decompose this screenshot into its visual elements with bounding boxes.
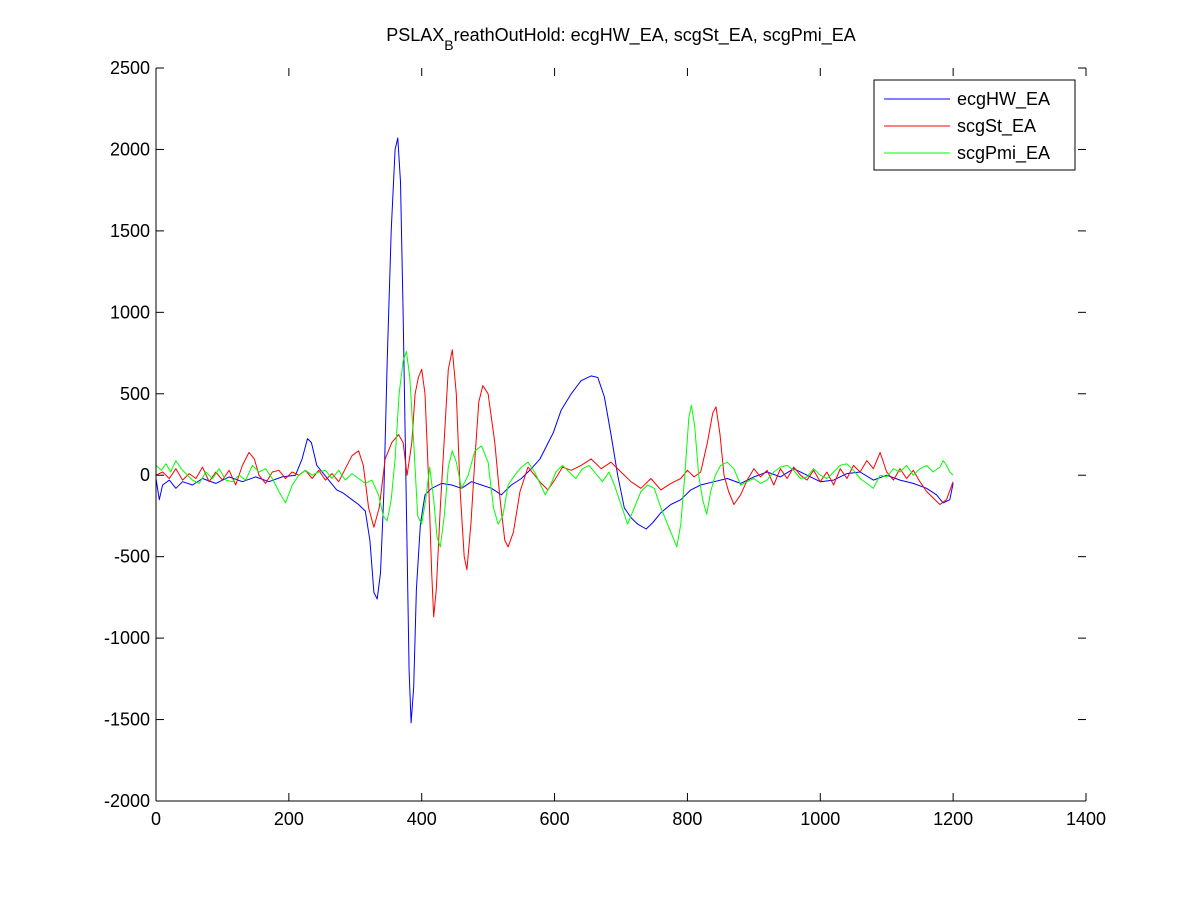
chart-title-suffix: reathOutHold: ecgHW_EA, scgSt_EA, scgPmi… xyxy=(454,25,856,46)
y-tick-label: 500 xyxy=(120,384,150,404)
x-tick-label: 800 xyxy=(672,809,702,829)
chart-title: PSLAXBreathOutHold: ecgHW_EA, scgSt_EA, … xyxy=(386,25,856,53)
series-line-ecgHW_EA xyxy=(155,137,954,724)
legend-entries: ecgHW_EA scgSt_EA scgPmi_EA xyxy=(884,89,1050,164)
axes-frame xyxy=(155,68,1086,802)
y-tick-label: 1500 xyxy=(110,221,150,241)
y-tick-label: 0 xyxy=(140,465,150,485)
x-tick-label: 1200 xyxy=(933,809,973,829)
x-tick-label: 0 xyxy=(151,809,161,829)
y-tick-label: -1000 xyxy=(104,628,150,648)
y-tick-label: -2000 xyxy=(104,791,150,811)
x-tick-label: 400 xyxy=(407,809,437,829)
legend-label-scgPmi_EA: scgPmi_EA xyxy=(957,143,1050,164)
y-tick-label: 2000 xyxy=(110,139,150,159)
legend-box xyxy=(873,79,1076,171)
chart-title-subscript: B xyxy=(444,37,453,53)
plot-area: 0 200 400 600 800 1000 1200 1400 -2000 -1500 -100… xyxy=(104,58,1106,829)
legend-label-scgSt_EA: scgSt_EA xyxy=(957,116,1036,137)
y-tick-label: 2500 xyxy=(110,58,150,78)
y-tick-label: 1000 xyxy=(110,302,150,322)
series-line-scgSt_EA xyxy=(155,349,954,618)
series-layer xyxy=(155,137,954,724)
chart-title-prefix: PSLAX xyxy=(386,25,444,45)
legend: ecgHW_EA scgSt_EA scgPmi_EA xyxy=(873,79,1076,171)
x-tick-label: 200 xyxy=(274,809,304,829)
x-tick-label: 600 xyxy=(540,809,570,829)
legend-label-ecgHW_EA: ecgHW_EA xyxy=(957,89,1050,110)
x-tick-label: 1400 xyxy=(1066,809,1106,829)
y-tick-label: -500 xyxy=(114,547,150,567)
axes-box xyxy=(156,68,1086,801)
y-tick-label: -1500 xyxy=(104,710,150,730)
x-axis-ticks: 0 200 400 600 800 1000 1200 1400 xyxy=(151,68,1106,829)
y-axis-ticks: -2000 -1500 -1000 -500 0 500 1000 1500 2000 2500 xyxy=(104,58,1086,811)
x-tick-label: 1000 xyxy=(800,809,840,829)
series-line-scgPmi_EA xyxy=(155,350,954,548)
